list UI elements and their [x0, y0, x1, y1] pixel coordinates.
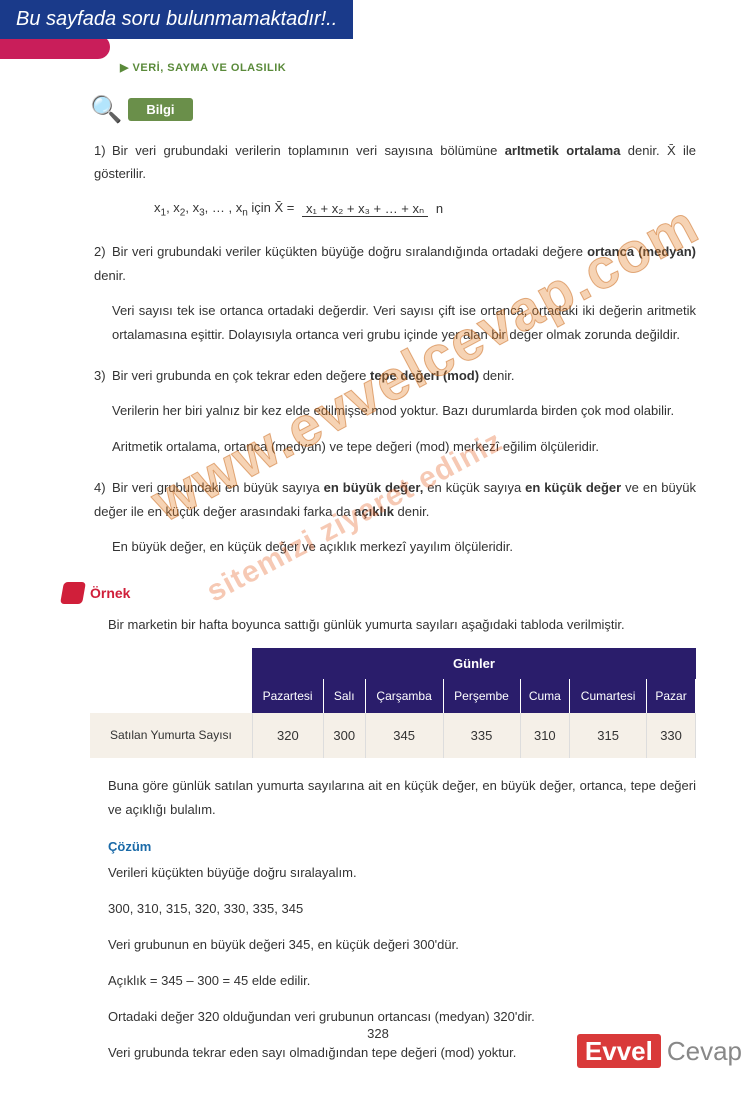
- cell: 320: [252, 713, 323, 758]
- brand-1: Evvel: [577, 1034, 661, 1068]
- footer-logo: EvvelCevap: [577, 1036, 742, 1067]
- col-header: Cuma: [520, 679, 570, 713]
- bold: en büyük değer,: [324, 480, 424, 495]
- row-label: Satılan Yumurta Sayısı: [90, 713, 252, 758]
- brand-2: Cevap: [667, 1036, 742, 1066]
- item-num: 1): [94, 139, 112, 162]
- fraction: x₁ + x₂ + x₃ + … + xₙ n: [302, 197, 447, 220]
- info-item-2: 2)Bir veri grubundaki veriler küçükten b…: [94, 240, 696, 346]
- bold-term: tepe değerI (mod): [370, 368, 479, 383]
- solution-line: Açıklık = 345 – 300 = 45 elde edilir.: [108, 970, 696, 992]
- cell: 345: [365, 713, 443, 758]
- bold: en küçük değer: [525, 480, 621, 495]
- col-header: Çarşamba: [365, 679, 443, 713]
- text: denir.: [94, 268, 126, 283]
- ornek-label: Örnek: [90, 585, 130, 601]
- breadcrumb: VERİ, SAYMA VE OLASILIK: [120, 61, 756, 74]
- info-sub: En büyük değer, en küçük değer ve açıklı…: [112, 535, 696, 558]
- frac-bot: n: [432, 201, 447, 216]
- info-sub: Veri sayısı tek ise ortanca ortadaki değ…: [112, 299, 696, 346]
- text: denir.: [394, 504, 429, 519]
- info-sub: Aritmetik ortalama, ortanca (medyan) ve …: [112, 435, 696, 458]
- info-sub: Verilerin her biri yalnız bir kez elde e…: [112, 399, 696, 422]
- table-row: Satılan Yumurta Sayısı 320 300 345 335 3…: [90, 713, 696, 758]
- item-num: 3): [94, 364, 112, 387]
- text: Bir veri grubundaki verilerin toplamının…: [112, 143, 505, 158]
- item-num: 4): [94, 476, 112, 499]
- ornek-header: Örnek: [62, 582, 696, 604]
- bold-term: arItmetik ortalama: [505, 143, 621, 158]
- info-item-4: 4)Bir veri grubundaki en büyük sayıya en…: [94, 476, 696, 558]
- cell: 315: [570, 713, 647, 758]
- item-num: 2): [94, 240, 112, 263]
- col-header: Cumartesi: [570, 679, 647, 713]
- solution-line: Veri grubunun en büyük değeri 345, en kü…: [108, 934, 696, 956]
- text: Bir veri grubundaki veriler küçükten büy…: [112, 244, 587, 259]
- cell: 300: [323, 713, 365, 758]
- top-banner: Bu sayfada soru bulunmamaktadır!..: [0, 0, 353, 39]
- table-group-header: Günler: [252, 648, 695, 679]
- text: denir.: [479, 368, 514, 383]
- question-text: Buna göre günlük satılan yumurta sayılar…: [108, 774, 696, 821]
- table-header-row: Pazartesi Salı Çarşamba Perşembe Cuma Cu…: [90, 679, 696, 713]
- col-header: Pazar: [647, 679, 696, 713]
- text: Bir veri grubundaki en büyük sayıya: [112, 480, 324, 495]
- bold: açıklık: [354, 504, 394, 519]
- cell: 335: [443, 713, 520, 758]
- ornek-text: Bir marketin bir hafta boyunca sattığı g…: [108, 614, 696, 636]
- cell: 310: [520, 713, 570, 758]
- solution-line: 300, 310, 315, 320, 330, 335, 345: [108, 898, 696, 920]
- formula-mid: için X̄ =: [251, 200, 298, 215]
- info-item-1: 1)Bir veri grubundaki verilerin toplamın…: [94, 139, 696, 222]
- bilgi-header: 🔍 Bilgi: [90, 94, 696, 125]
- frac-top: x₁ + x₂ + x₃ + … + xₙ: [302, 201, 428, 217]
- col-header: Salı: [323, 679, 365, 713]
- solution-line: Verileri küçükten büyüğe doğru sıralayal…: [108, 862, 696, 884]
- cell: 330: [647, 713, 696, 758]
- formula: x1, x2, x3, … , xn için X̄ = x₁ + x₂ + x…: [154, 196, 696, 223]
- bilgi-badge: Bilgi: [128, 98, 192, 121]
- text: Bir veri grubunda en çok tekrar eden değ…: [112, 368, 370, 383]
- text: en küçük sayıya: [423, 480, 525, 495]
- info-list: 1)Bir veri grubundaki verilerin toplamın…: [94, 139, 696, 558]
- info-item-3: 3)Bir veri grubunda en çok tekrar eden d…: [94, 364, 696, 458]
- ornek-icon: [60, 582, 86, 604]
- col-header: Pazartesi: [252, 679, 323, 713]
- col-header: Perşembe: [443, 679, 520, 713]
- bold-term: ortanca (medyan): [587, 244, 696, 259]
- cozum-label: Çözüm: [108, 839, 696, 854]
- data-table: Günler Pazartesi Salı Çarşamba Perşembe …: [90, 648, 696, 758]
- magnifier-icon: 🔍: [90, 94, 122, 125]
- content-area: 🔍 Bilgi 1)Bir veri grubundaki verilerin …: [0, 74, 756, 1099]
